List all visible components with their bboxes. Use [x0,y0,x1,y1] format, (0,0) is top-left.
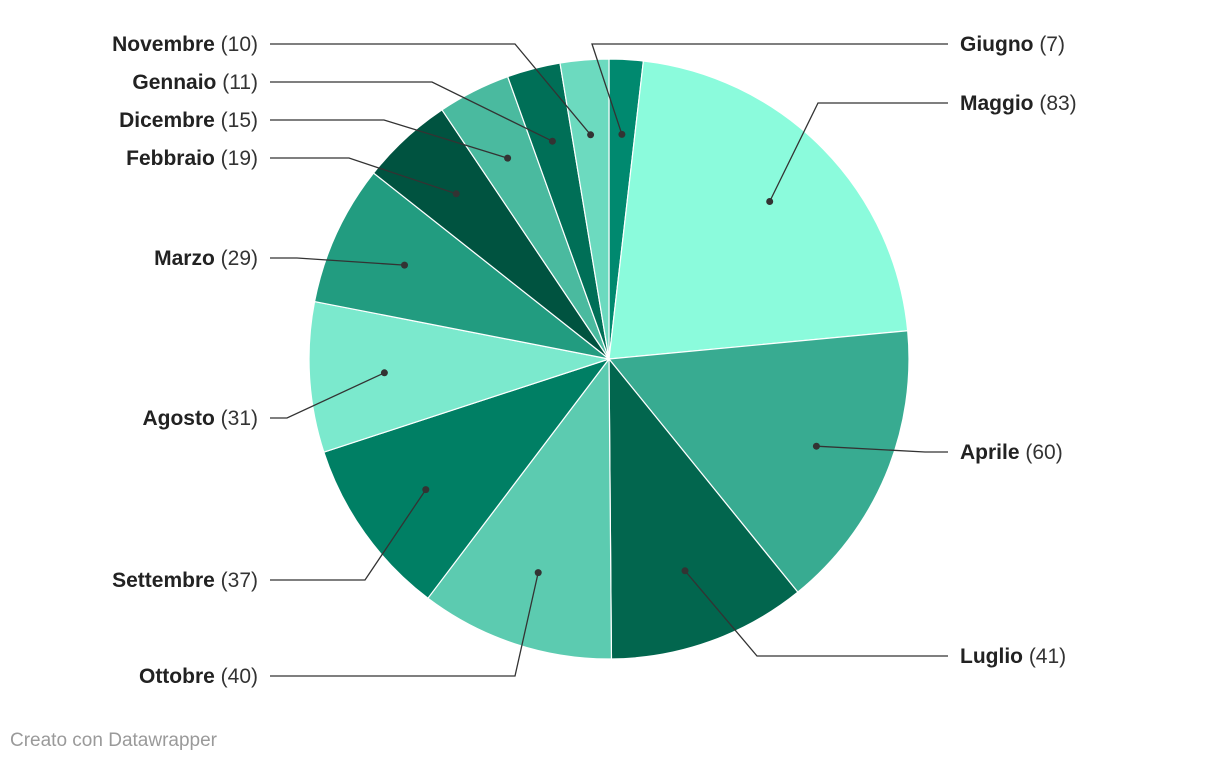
pie-slice-luglio [608,357,799,660]
slice-label-name: Aprile [960,441,1020,464]
slice-label-name: Luglio [960,645,1023,668]
pie-slice-novembre [559,58,610,360]
slice-label-value: (19) [215,147,258,170]
leader-dot-gennaio [548,137,556,145]
slice-label-value: (37) [215,569,258,592]
leader-dot-maggio [766,198,774,205]
slice-label-agosto: Agosto (31) [142,407,258,430]
slice-label-name: Novembre [112,33,215,56]
pie-chart: Giugno (7) Maggio (83) Aprile (60) Luglio (… [112,33,1077,688]
leader-dot-settembre [422,486,430,494]
leader-line-gennaio [270,81,553,142]
slice-label-value: (41) [1023,645,1066,668]
slice-label-ottobre: Ottobre (40) [139,665,258,688]
leader-line-luglio [684,570,948,657]
leader-line-settembre [270,489,427,581]
slice-label-aprile: Aprile (60) [960,441,1063,464]
slice-label-value: (7) [1033,33,1065,56]
leader-lines [270,43,948,677]
leader-dot-dicembre [504,154,512,162]
leader-line-febbraio [270,157,457,195]
slice-label-novembre: Novembre (10) [112,33,258,56]
slice-label-gennaio: Gennaio (11) [132,71,258,94]
slice-label-dicembre: Dicembre (15) [119,109,258,132]
slice-label-value: (31) [215,407,258,430]
slice-labels: Giugno (7) Maggio (83) Aprile (60) Luglio (… [112,33,1077,688]
slice-label-value: (40) [215,665,258,688]
slice-label-marzo: Marzo (29) [154,247,258,270]
slice-label-value: (10) [215,33,258,56]
leader-dot-aprile [812,442,820,450]
slice-label-maggio: Maggio (83) [960,92,1077,115]
pie-slice-marzo [313,172,610,360]
slice-label-name: Maggio [960,92,1034,115]
leader-line-agosto [270,372,385,419]
pie-slices [308,58,910,660]
leader-line-aprile [816,445,948,453]
slice-label-name: Giugno [960,33,1033,56]
pie-slice-agosto [308,300,612,453]
slice-label-value: (83) [1034,92,1077,115]
leader-line-maggio [769,102,948,202]
credit-text: Creato con Datawrapper [10,730,217,751]
leader-dot-febbraio [452,190,460,198]
slice-label-name: Gennaio [132,71,216,94]
slice-label-febbraio: Febbraio (19) [126,147,258,170]
slice-label-value: (11) [216,71,258,94]
leader-line-marzo [270,257,405,266]
pie-slice-settembre [323,357,611,600]
slice-label-value: (60) [1020,441,1063,464]
leader-dot-novembre [587,131,595,139]
slice-label-name: Febbraio [126,147,215,170]
slice-label-name: Dicembre [119,109,215,132]
slice-label-name: Settembre [112,569,215,592]
leader-line-novembre [270,43,592,136]
slice-label-name: Agosto [142,407,214,430]
slice-label-name: Marzo [154,247,215,270]
leader-line-giugno [591,43,948,135]
slice-label-settembre: Settembre (37) [112,569,258,592]
leader-line-ottobre [270,572,539,677]
leader-dot-agosto [380,369,388,377]
pie-slice-aprile [607,330,910,593]
slice-label-name: Ottobre [139,665,215,688]
slice-label-luglio: Luglio (41) [960,645,1066,668]
leader-dot-ottobre [534,569,542,577]
leader-dot-marzo [401,261,408,269]
leader-line-dicembre [270,119,508,159]
leader-dot-luglio [681,567,689,575]
slice-label-value: (15) [215,109,258,132]
pie-slice-ottobre [427,357,613,660]
leader-dot-giugno [618,130,626,138]
slice-label-giugno: Giugno (7) [960,33,1065,56]
slice-label-value: (29) [215,247,258,270]
pie-slice-maggio [608,60,909,360]
